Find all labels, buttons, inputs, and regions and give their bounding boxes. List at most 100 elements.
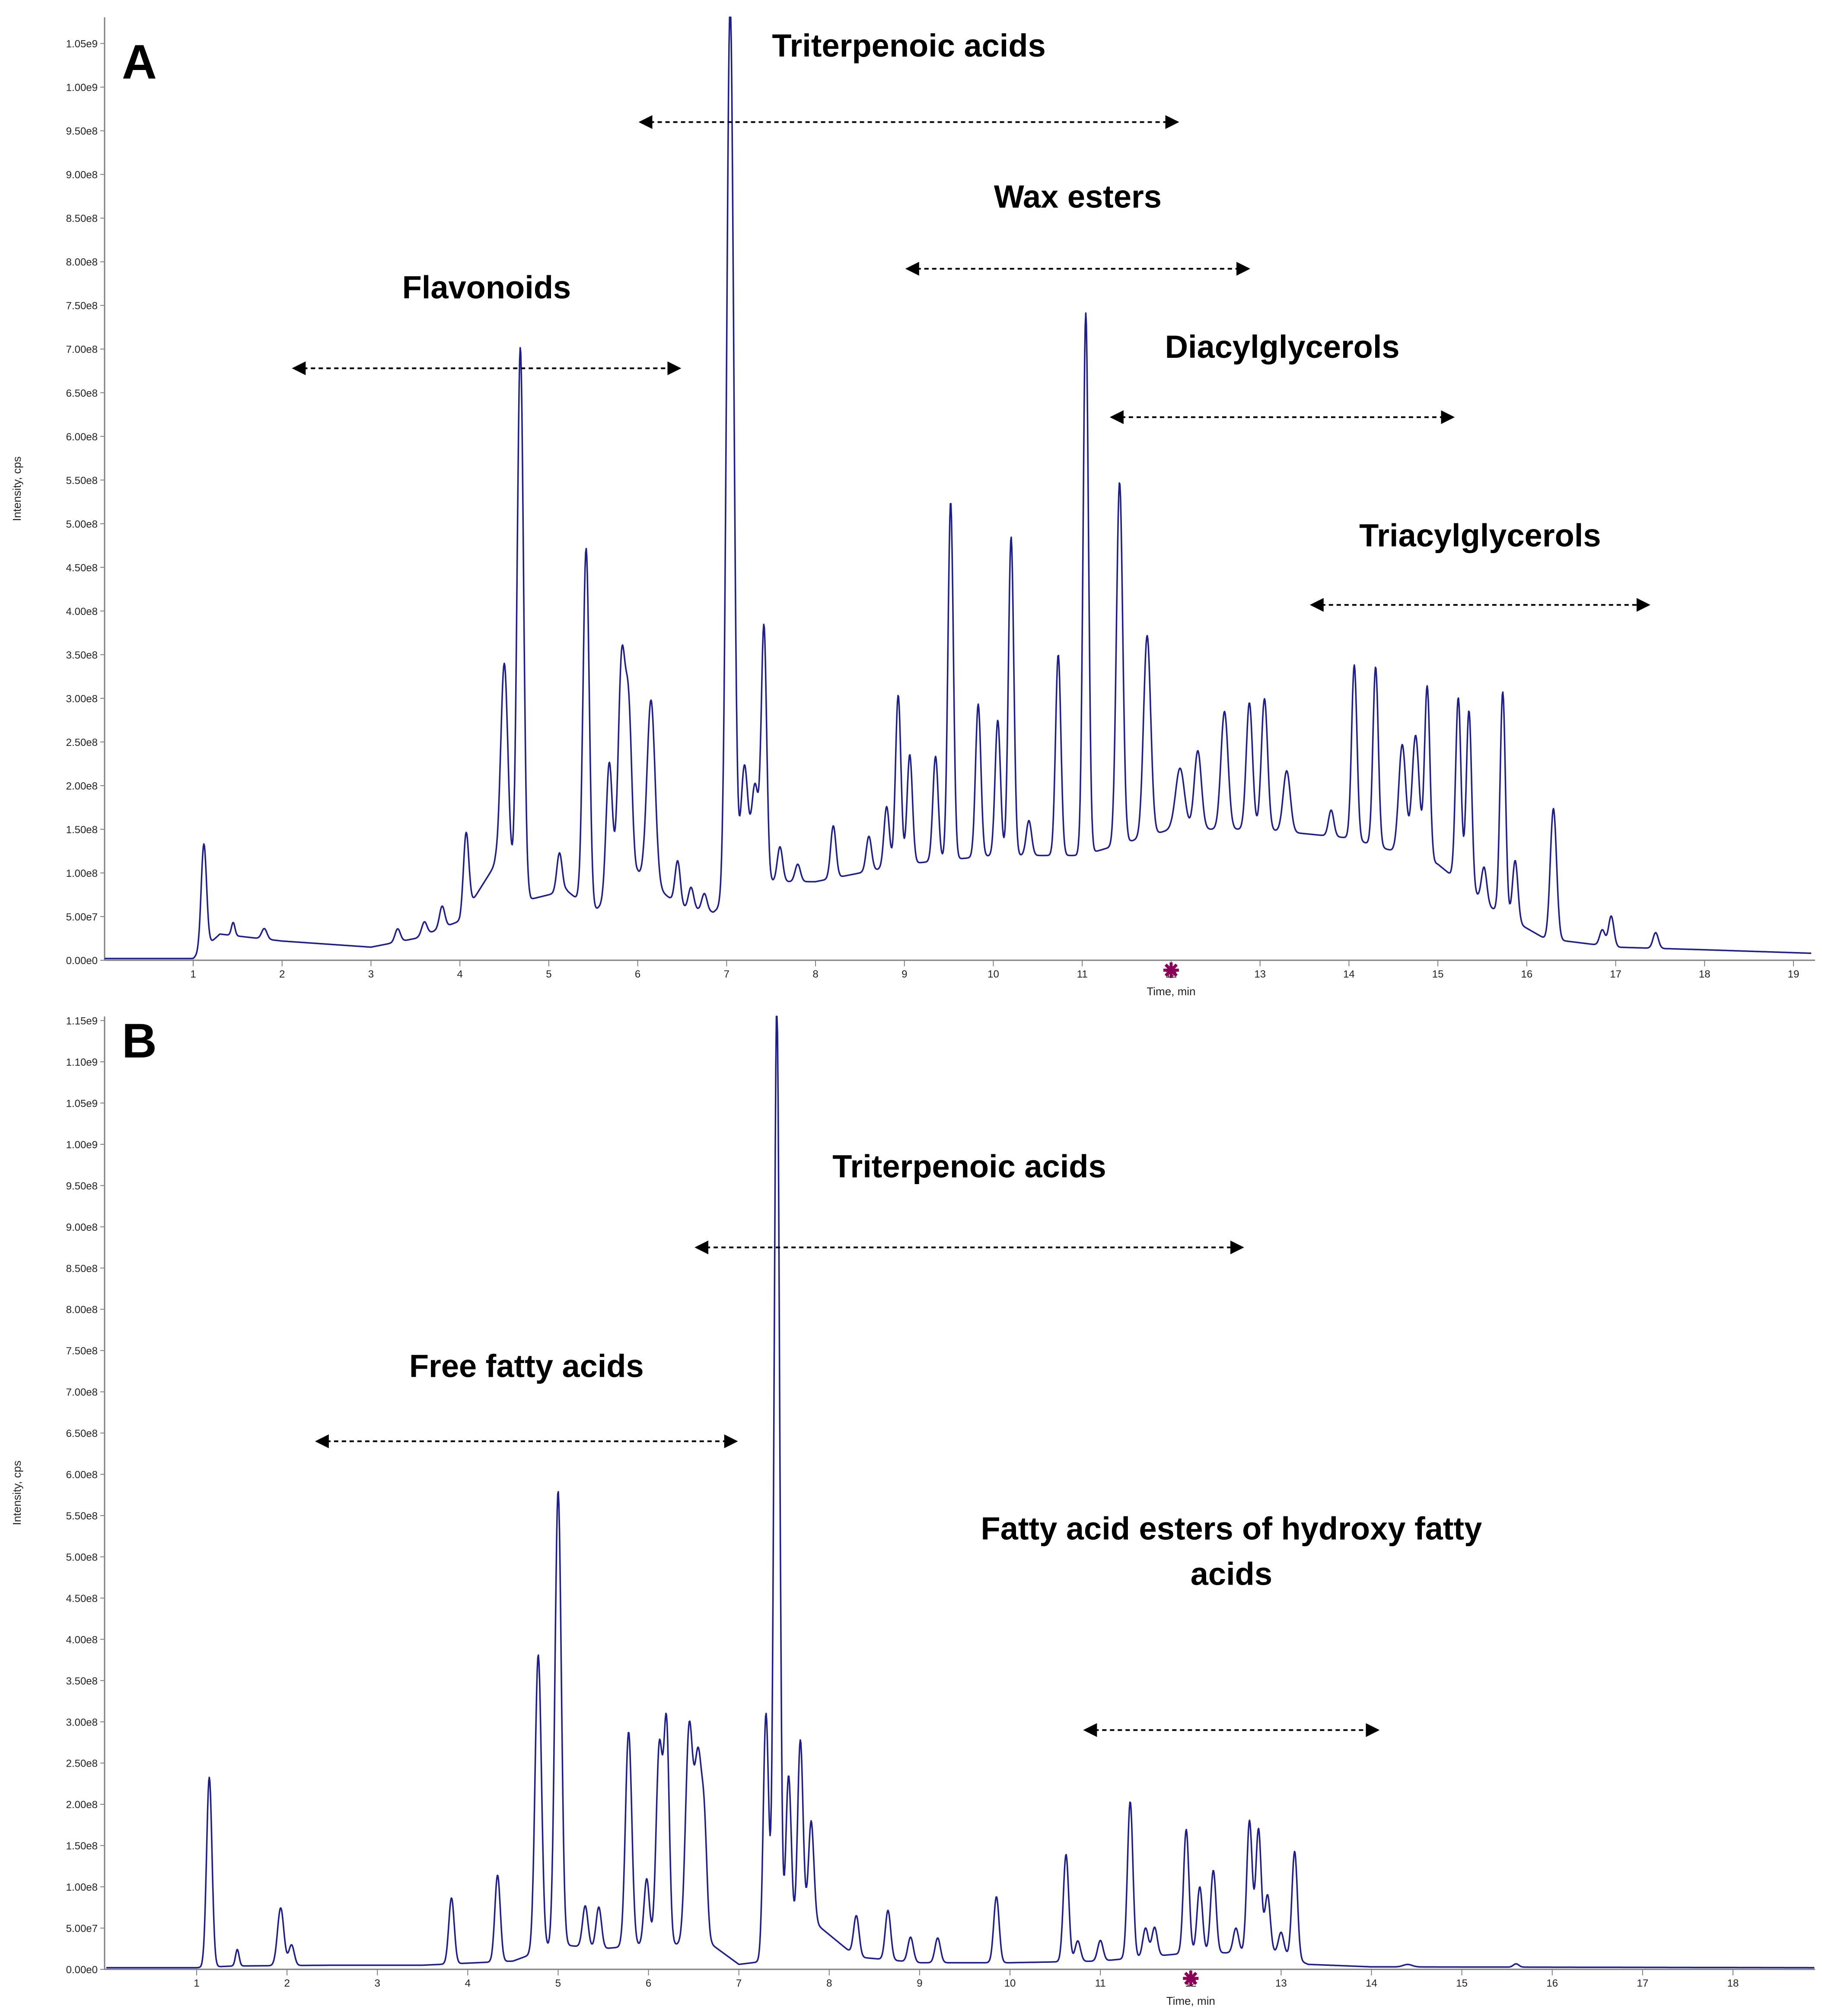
y-tick-label: 0.00e0: [66, 1964, 98, 1976]
x-tick-label: 18: [1727, 1978, 1739, 1989]
y-tick-label: 1.15e9: [66, 1016, 98, 1027]
y-tick-label: 8.50e8: [66, 1263, 98, 1274]
annotation-label: Triterpenoic acids: [832, 1148, 1106, 1184]
x-tick-label: 5: [555, 1978, 561, 1989]
y-tick-label: 3.00e8: [66, 1717, 98, 1728]
x-tick-label: 8: [812, 968, 818, 980]
y-tick-label: 1.50e8: [66, 1841, 98, 1852]
annotation-label: Triterpenoic acids: [772, 28, 1045, 64]
x-tick-label: 7: [724, 968, 729, 980]
annotation-label: Flavonoids: [402, 270, 571, 306]
x-tick-label: 10: [987, 968, 999, 980]
x-axis-label: Time, min: [1147, 985, 1195, 998]
annotation-group: Triterpenoic acids: [638, 28, 1179, 129]
y-tick-label: 7.00e8: [66, 344, 98, 356]
y-tick-label: 9.50e8: [66, 1180, 98, 1192]
x-tick-label: 8: [826, 1978, 832, 1989]
annotation-label: Diacylglycerols: [1165, 329, 1400, 365]
y-tick-label: 5.00e7: [66, 911, 98, 923]
y-tick-label: 5.50e8: [66, 475, 98, 487]
x-tick-label: 15: [1432, 968, 1444, 980]
y-tick-label: 4.00e8: [66, 606, 98, 618]
x-tick-label: 18: [1699, 968, 1711, 980]
chart-panel-b: 0.00e0 5.00e7 1.00e8 1.50e8 2.00e8 2.50e8 3.00…: [10, 1014, 1815, 2007]
x-tick-label: 1: [194, 1978, 199, 1989]
y-tick-label: 7.50e8: [66, 1345, 98, 1357]
y-tick-label: 1.10e9: [66, 1057, 98, 1068]
annotation-group: Triterpenoic acids: [694, 1148, 1244, 1255]
y-tick-label: 3.50e8: [66, 650, 98, 661]
y-tick-label: 2.50e8: [66, 737, 98, 748]
annotation-label: Fatty acid esters of hydroxy fatty: [981, 1510, 1482, 1546]
x-tick-label: 11: [1095, 1978, 1106, 1989]
y-tick-label: 1.00e9: [66, 82, 98, 94]
y-tick-label: 2.00e8: [66, 780, 98, 792]
annotation-label: Triacylglycerols: [1359, 517, 1601, 553]
y-tick-label: 1.50e8: [66, 824, 98, 836]
x-axis-label: Time, min: [1166, 1994, 1215, 2007]
y-tick-label: 0.00e0: [66, 955, 98, 967]
x-tick-label: 2: [284, 1978, 290, 1989]
chromatogram-trace: [104, 16, 1812, 959]
annotation-group: Wax esters: [905, 178, 1251, 276]
y-tick-label: 5.00e8: [66, 1551, 98, 1563]
x-tick-label: 15: [1456, 1978, 1468, 1989]
chromatogram-trace: [106, 1016, 1815, 1968]
y-tick-label: 4.50e8: [66, 1593, 98, 1605]
time-marker-icon: [1183, 1971, 1199, 1986]
x-tick-label: 13: [1254, 968, 1266, 980]
x-tick-label: 11: [1077, 968, 1088, 980]
annotation-label: Free fatty acids: [409, 1348, 644, 1384]
x-tick-label: 1: [190, 968, 196, 980]
x-tick-label: 16: [1521, 968, 1532, 980]
x-tick-label: 3: [368, 968, 374, 980]
panel-label: A: [122, 35, 157, 89]
y-axis-label: Intensity, cps: [10, 1461, 23, 1526]
y-tick-label: 1.00e9: [66, 1139, 98, 1151]
y-tick-label: 8.00e8: [66, 257, 98, 268]
annotation-group: Fatty acid esters of hydroxy fatty acids: [981, 1510, 1482, 1737]
x-tick-label: 5: [546, 968, 551, 980]
x-tick-label: 17: [1610, 968, 1621, 980]
annotation-group: Free fatty acids: [315, 1348, 738, 1449]
y-tick-label: 1.00e8: [66, 1882, 98, 1893]
annotation-label: Wax esters: [994, 178, 1162, 214]
y-tick-label: 2.50e8: [66, 1758, 98, 1770]
x-tick-label: 14: [1343, 968, 1355, 980]
y-tick-label: 9.00e8: [66, 1222, 98, 1233]
y-tick-label: 8.50e8: [66, 213, 98, 225]
y-tick-label: 8.00e8: [66, 1304, 98, 1316]
x-tick-label: 6: [646, 1978, 651, 1989]
x-tick-label: 14: [1366, 1978, 1377, 1989]
y-axis-label: Intensity, cps: [10, 456, 23, 521]
y-tick-label: 1.05e9: [66, 38, 98, 50]
y-tick-label: 3.50e8: [66, 1675, 98, 1687]
x-tick-label: 4: [457, 968, 462, 980]
x-tick-label: 7: [736, 1978, 742, 1989]
annotation-group: Diacylglycerols: [1109, 329, 1455, 424]
y-tick-label: 3.00e8: [66, 693, 98, 705]
y-tick-label: 1.00e8: [66, 868, 98, 879]
y-tick-label: 9.00e8: [66, 169, 98, 181]
x-tick-label: 2: [279, 968, 285, 980]
x-tick-label: 13: [1275, 1978, 1287, 1989]
y-tick-label: 6.00e8: [66, 1469, 98, 1481]
y-tick-label: 4.00e8: [66, 1634, 98, 1646]
time-marker-stroke: [1164, 963, 1178, 977]
x-tick-label: 19: [1788, 968, 1800, 980]
y-tick-label: 9.50e8: [66, 126, 98, 137]
y-tick-label: 7.00e8: [66, 1387, 98, 1398]
y-tick-label: 5.50e8: [66, 1510, 98, 1522]
x-tick-label: 3: [375, 1978, 380, 1989]
x-tick-label: 17: [1637, 1978, 1649, 1989]
y-tick-label: 5.00e8: [66, 519, 98, 530]
y-tick-label: 6.00e8: [66, 431, 98, 443]
annotation-label-line2: acids: [1191, 1556, 1272, 1592]
time-marker-stroke: [1184, 1971, 1198, 1985]
x-tick-label: 4: [465, 1978, 471, 1989]
panel-label: B: [122, 1014, 157, 1068]
chart-panel-a: 0.00e0 5.00e7 1.00e8 1.50e8 2.00e8 2.50e8 3.00…: [10, 16, 1815, 998]
x-tick-label: 16: [1546, 1978, 1558, 1989]
y-tick-label: 4.50e8: [66, 562, 98, 574]
